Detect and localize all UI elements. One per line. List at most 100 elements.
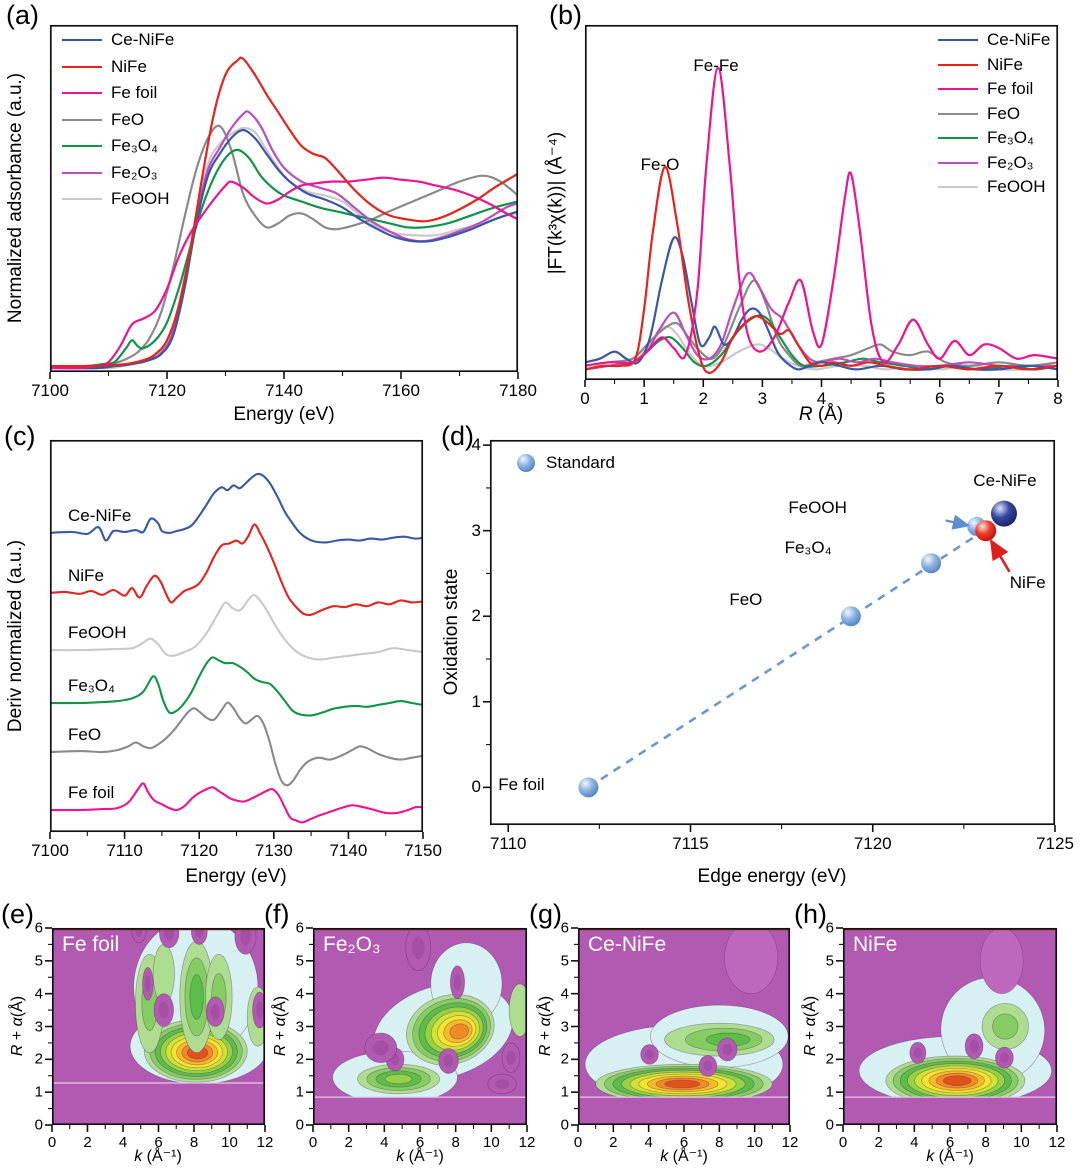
- y-tick-label: 0: [560, 1116, 569, 1134]
- legend-label: Ce-NiFe: [987, 30, 1051, 49]
- x-tick-label: 4: [816, 389, 827, 408]
- x-tick-label: 2: [83, 1134, 92, 1151]
- wavelet-plot-fefoil: [45, 927, 266, 1132]
- y-tick-label: 4: [295, 985, 304, 1003]
- data-point-Fe₃O₄: [921, 553, 942, 574]
- legend-line-swatch: [62, 39, 102, 41]
- curve-label-NiFe: NiFe: [68, 565, 104, 585]
- curve-a-Ce-NiFe: [50, 129, 518, 370]
- curve-label-Ce-NiFe: Ce-NiFe: [68, 505, 132, 525]
- legend-a-item-Fe₃O₄: Fe₃O₄: [62, 136, 158, 155]
- y-tick-label: 1: [295, 1083, 304, 1101]
- x-tick-label: 7110: [106, 841, 143, 860]
- point-label-FeO: FeO: [729, 590, 763, 610]
- axis-label-x-b-unit: (Å): [812, 404, 844, 425]
- x-tick-label: 3: [757, 389, 768, 408]
- legend-b-item-Fe₃O₄: Fe₃O₄: [938, 128, 1034, 147]
- plus: +: [802, 1026, 819, 1045]
- legend-line-swatch: [62, 65, 102, 68]
- y-tick-label: 0: [471, 777, 481, 797]
- curve-b-NiFe: [585, 165, 1058, 375]
- axis-label-y-h: R + α(Å): [802, 996, 820, 1056]
- legend-line-swatch: [62, 198, 102, 200]
- curve-label-FeOOH: FeOOH: [68, 623, 127, 643]
- r-unit: (Å): [272, 995, 289, 1018]
- legend-b-item-Ce-NiFe: Ce-NiFe: [938, 30, 1051, 49]
- x-tick-label: 2: [609, 1134, 618, 1151]
- x-tick-label: 7120: [148, 381, 186, 400]
- alpha-symbol: α: [802, 1017, 819, 1027]
- x-tick-label: 0: [47, 1134, 57, 1151]
- y-tick-label: 3: [825, 1018, 834, 1035]
- axis-label-y-a: Normalized adsorbance (a.u.): [5, 72, 26, 324]
- point-label-Ce-NiFe: Ce-NiFe: [973, 470, 1037, 490]
- legend-label: Fe₃O₄: [111, 136, 158, 155]
- axis-label-y-d: Oxidation state: [441, 568, 462, 696]
- x-tick-label: 10: [221, 1134, 238, 1151]
- legend-a-item-Ce-NiFe: Ce-NiFe: [62, 30, 174, 49]
- r-symbol: R: [9, 1044, 26, 1057]
- panel-letter-h: (h): [794, 899, 827, 929]
- legend-a-item-Fe₂O₃: Fe₂O₃: [62, 163, 158, 182]
- curve-label-Fe₃O₄: Fe₃O₄: [68, 676, 115, 696]
- x-tick-label: 10: [746, 1134, 763, 1151]
- x-tick-label: 7115: [672, 834, 709, 853]
- data-point-NiFe: [975, 520, 997, 542]
- x-tick-label: 4: [910, 1134, 919, 1151]
- point-label-Fe₃O₄: Fe₃O₄: [784, 538, 832, 558]
- axis-label-y-c: Deriv normalized (a.u.): [5, 539, 26, 733]
- k-symbol: k: [660, 1148, 669, 1165]
- sample-label-fe2o3: Fe₂O₃: [323, 933, 381, 956]
- x-tick-label: 7110: [489, 834, 527, 853]
- y-tick-label: 3: [471, 520, 481, 540]
- fit-line-dashed: [587, 529, 985, 789]
- wavelet-plot-fe2o3: [306, 927, 528, 1132]
- x-tick-label: 8: [451, 1134, 460, 1151]
- x-tick-label: 7: [994, 389, 1004, 408]
- x-tick-label: 7130: [254, 841, 293, 860]
- k-unit: (Å⁻¹): [404, 1148, 444, 1165]
- y-tick-label: 3: [34, 1018, 43, 1035]
- x-tick-label: 4: [380, 1134, 389, 1151]
- point-label-NiFe: NiFe: [1009, 572, 1046, 592]
- x-tick-label: 10: [1012, 1134, 1030, 1151]
- r-symbol: R: [272, 1044, 289, 1057]
- y-tick-label: 0: [825, 1116, 834, 1134]
- k-symbol: k: [926, 1148, 935, 1165]
- axis-label-x-h: k (Å⁻¹): [926, 1146, 974, 1166]
- data-point-Ce-NiFe: [990, 500, 1017, 527]
- y-tick-label: 6: [825, 919, 834, 937]
- y-tick-label: 0: [34, 1116, 43, 1134]
- x-tick-label: 12: [518, 1134, 536, 1151]
- curve-b-FeO: [585, 279, 1058, 368]
- legend-line-swatch: [62, 118, 102, 121]
- annotation-fe-fe: Fe-Fe: [693, 56, 739, 75]
- legend-label: FeO: [987, 103, 1021, 123]
- oxidation-state-plot: [483, 439, 1056, 832]
- data-point-FeO: [840, 606, 861, 627]
- x-tick-label: 0: [308, 1134, 318, 1151]
- x-tick-label: 5: [875, 389, 886, 408]
- k-unit: (Å⁻¹): [668, 1148, 708, 1165]
- curve-b-Fe foil: [585, 66, 1058, 367]
- legend-a-item-NiFe: NiFe: [62, 57, 147, 76]
- y-tick-label: 5: [825, 952, 834, 970]
- y-tick-label: 2: [295, 1050, 304, 1068]
- y-tick-label: 1: [825, 1083, 834, 1101]
- y-tick-label: 5: [560, 952, 569, 970]
- curve-c-FeOOH: [50, 593, 423, 661]
- x-tick-label: 7160: [382, 381, 420, 400]
- x-tick-label: 6: [679, 1134, 689, 1151]
- legend-label: NiFe: [987, 54, 1023, 74]
- axis-label-x-e: k (Å⁻¹): [134, 1146, 182, 1166]
- x-tick-label: 0: [573, 1134, 583, 1151]
- panel-letter-a: (a): [6, 0, 39, 30]
- wavelet-plot-nife: [836, 927, 1058, 1132]
- r-unit: (Å): [9, 995, 26, 1018]
- y-tick-label: 1: [471, 691, 481, 711]
- axis-label-y-b: |FT(k³χ(k))| (Å⁻⁴): [545, 131, 567, 275]
- curve-c-Fe foil: [50, 782, 423, 824]
- legend-line-swatch: [938, 88, 978, 90]
- y-tick-label: 2: [825, 1050, 834, 1068]
- x-tick-label: 7140: [265, 381, 303, 400]
